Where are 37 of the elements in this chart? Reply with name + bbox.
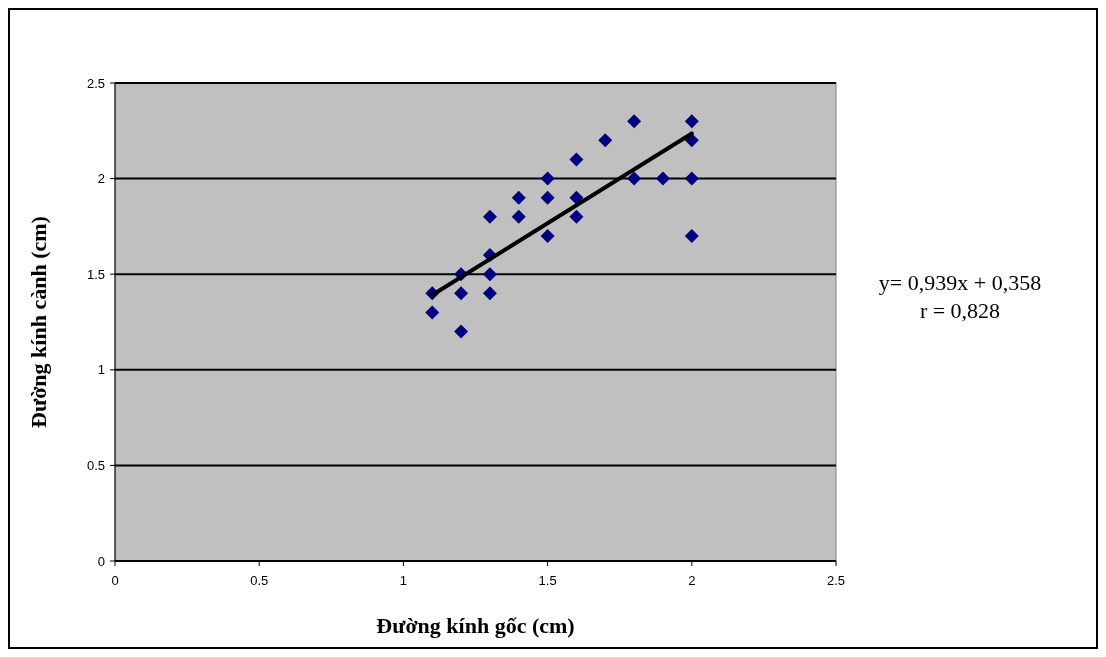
y-tick-label: 0	[97, 553, 105, 569]
x-axis-title: Đường kính gốc (cm)	[376, 613, 575, 638]
y-tick-label: 2.5	[86, 75, 105, 91]
point	[540, 190, 555, 205]
point	[482, 209, 497, 224]
point	[540, 171, 555, 186]
x-tick-label: 0.5	[250, 573, 269, 588]
text: y= 0,939x + 0,358	[878, 270, 1042, 295]
point	[655, 171, 670, 186]
text: r = 0,828	[919, 298, 1001, 323]
point	[454, 286, 469, 301]
point	[684, 171, 699, 186]
point	[684, 228, 699, 243]
x-tick-label: 1.5	[538, 573, 557, 588]
point	[684, 114, 699, 129]
point	[454, 324, 469, 339]
y-tick-label: 2	[97, 171, 105, 187]
y-tick-label: 0.5	[86, 457, 105, 473]
x-tick-label: 2	[688, 573, 696, 588]
point	[569, 152, 584, 167]
point	[627, 114, 642, 129]
x-tick-label: 2.5	[826, 573, 846, 588]
x-tick-label: 1	[399, 573, 408, 588]
point	[540, 228, 555, 243]
point	[627, 171, 642, 186]
point	[511, 190, 526, 205]
point	[425, 305, 440, 320]
point	[598, 133, 613, 148]
y-tick-label: 1.5	[86, 266, 105, 282]
y-tick-label: 1	[97, 362, 105, 378]
point	[482, 286, 497, 301]
point	[569, 209, 584, 224]
point	[511, 209, 526, 224]
point	[569, 190, 584, 205]
point	[482, 267, 497, 282]
x-tick-label: 0	[111, 573, 119, 588]
y-axis-title: Đường kính cành (cm)	[26, 216, 51, 428]
